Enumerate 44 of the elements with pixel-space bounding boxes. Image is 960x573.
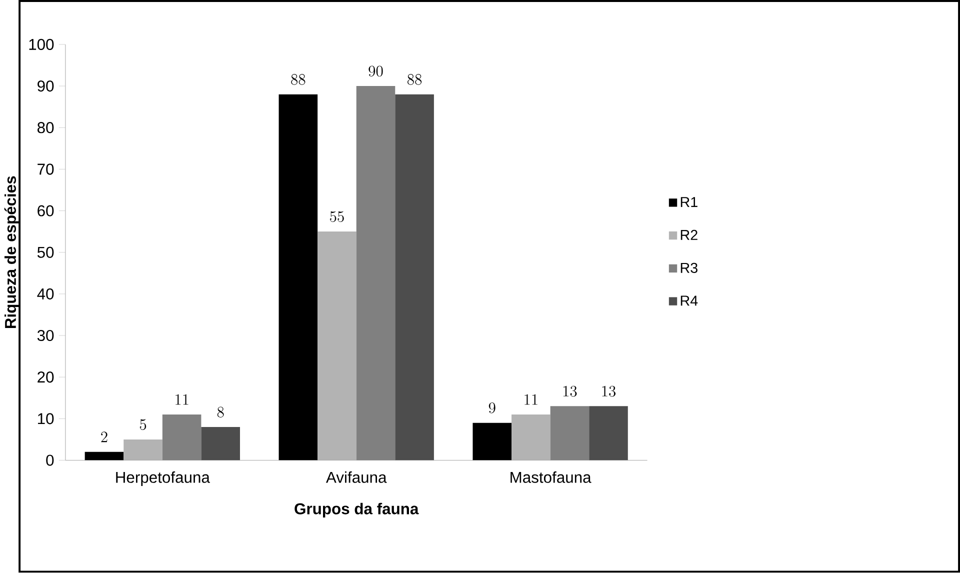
y-tick-label: 60	[38, 205, 54, 216]
data-label: 8	[217, 406, 224, 418]
data-label: 90	[368, 66, 383, 77]
legend-label: R2	[680, 230, 698, 240]
y-tick-label: 90	[38, 80, 54, 92]
y-tick-label: 70	[38, 164, 54, 175]
bar	[550, 406, 590, 460]
data-label: 11	[524, 394, 538, 405]
legend-label: R4	[680, 296, 698, 306]
bar	[162, 414, 202, 460]
bar	[356, 86, 396, 460]
y-tick-label: 80	[38, 122, 54, 134]
bar	[124, 440, 162, 460]
data-label: 88	[408, 74, 422, 85]
bar	[278, 94, 318, 460]
bar	[589, 406, 628, 460]
y-tick-label: 40	[37, 288, 54, 300]
legend-label: R3	[680, 262, 698, 274]
data-label: 11	[176, 394, 188, 405]
bar	[395, 94, 434, 460]
data-label: 55	[330, 211, 344, 222]
data-label: 9	[488, 402, 496, 414]
y-tick-label: 30	[37, 330, 54, 342]
bar	[472, 422, 512, 460]
data-label: 88	[291, 74, 306, 85]
data-label: 5	[140, 419, 146, 430]
x-axis-title: Grupos da fauna	[294, 502, 419, 518]
bar	[84, 452, 124, 460]
x-tick-label: Avifauna	[326, 472, 387, 484]
y-tick-label: 50	[37, 246, 54, 258]
data-label: 13	[602, 386, 616, 397]
bar	[512, 414, 550, 460]
x-tick-label: Herpetofauna	[116, 472, 210, 486]
bar	[201, 427, 240, 460]
data-label: 2	[101, 432, 108, 442]
y-tick-label: 20	[38, 372, 54, 383]
y-axis-title: Riqueza de espécies	[4, 176, 20, 328]
bar	[318, 232, 356, 460]
x-tick-label: Mastofauna	[510, 472, 592, 484]
legend-label: R1	[680, 197, 698, 208]
y-tick-label: 10	[38, 413, 54, 424]
y-tick-label: 100	[29, 39, 54, 50]
data-label: 13	[563, 386, 577, 397]
y-tick-label: 0	[46, 454, 54, 466]
